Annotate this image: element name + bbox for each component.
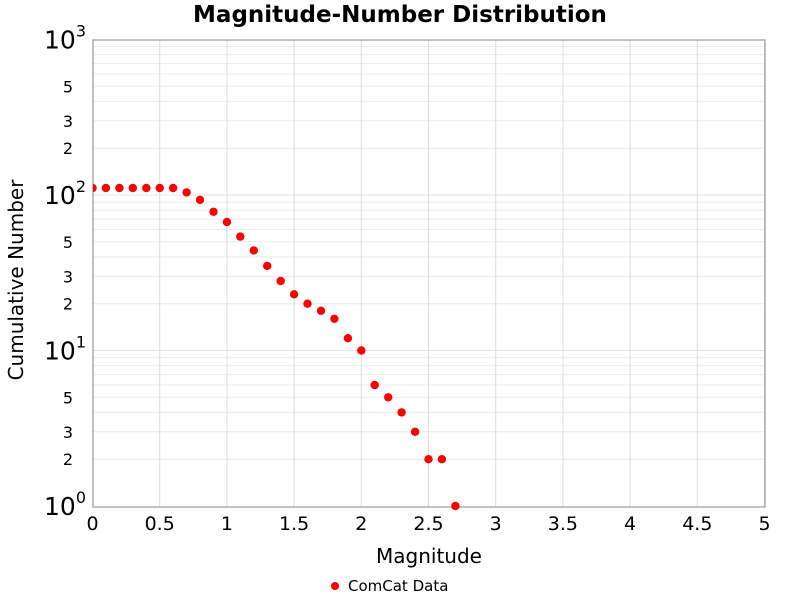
data-point (195, 195, 205, 205)
x-tick-label: 0.5 (145, 513, 175, 535)
y-minor-tick-label: 2 (63, 295, 73, 314)
data-point (289, 290, 299, 299)
y-major-tick-label: 102 (44, 177, 86, 210)
data-point (168, 183, 178, 193)
data-point (101, 183, 111, 193)
data-point (209, 207, 218, 216)
chart-title: Magnitude-Number Distribution (193, 2, 607, 28)
y-major-tick-label: 101 (44, 333, 86, 366)
data-point (182, 188, 191, 197)
data-point (155, 183, 164, 193)
y-minor-tick-label: 2 (63, 139, 73, 158)
legend: ComCat Data (331, 577, 448, 595)
legend-label: ComCat Data (348, 577, 449, 595)
x-tick-label: 4.5 (682, 513, 712, 535)
data-point (384, 393, 393, 402)
data-point (236, 232, 245, 241)
data-point (437, 455, 447, 464)
data-series (93, 183, 460, 511)
data-point (93, 183, 97, 193)
x-tick-label: 5 (758, 513, 770, 535)
data-point (451, 501, 460, 511)
x-tick-label: 0 (86, 513, 98, 535)
data-point (370, 380, 379, 390)
data-point (303, 299, 312, 308)
plot-frame (92, 39, 766, 508)
y-minor-tick-label: 5 (63, 77, 73, 96)
data-point (128, 183, 137, 193)
x-tick-label: 3 (490, 513, 502, 535)
data-point (424, 455, 433, 464)
y-minor-tick-label: 3 (63, 423, 73, 442)
x-tick-label: 3.5 (548, 513, 578, 535)
y-minor-tick-label: 5 (63, 388, 73, 407)
y-major-tick-label: 100 (44, 488, 86, 521)
data-point (316, 306, 326, 315)
x-axis-label: Magnitude (376, 544, 482, 568)
data-point (397, 408, 406, 417)
data-point (249, 246, 258, 255)
data-point (222, 217, 232, 227)
x-tick-label: 1 (221, 513, 233, 535)
data-point (357, 346, 366, 355)
x-tick-label: 2 (355, 513, 367, 535)
data-point (330, 314, 339, 323)
y-major-tick-label: 103 (44, 22, 86, 55)
x-tick-label: 2.5 (413, 513, 443, 535)
y-minor-tick-label: 2 (63, 450, 73, 469)
y-axis-label: Cumulative Number (4, 179, 28, 381)
x-tick-label: 1.5 (279, 513, 309, 535)
y-minor-tick-label: 3 (63, 112, 73, 131)
data-point (343, 334, 353, 343)
data-point (115, 183, 124, 193)
data-point (142, 183, 151, 193)
x-tick-label: 4 (624, 513, 636, 535)
data-point (263, 261, 272, 271)
data-point (410, 427, 420, 436)
y-minor-tick-label: 3 (63, 267, 73, 286)
y-minor-tick-label: 5 (63, 233, 73, 252)
legend-marker-icon (331, 582, 339, 590)
data-point (276, 276, 285, 286)
